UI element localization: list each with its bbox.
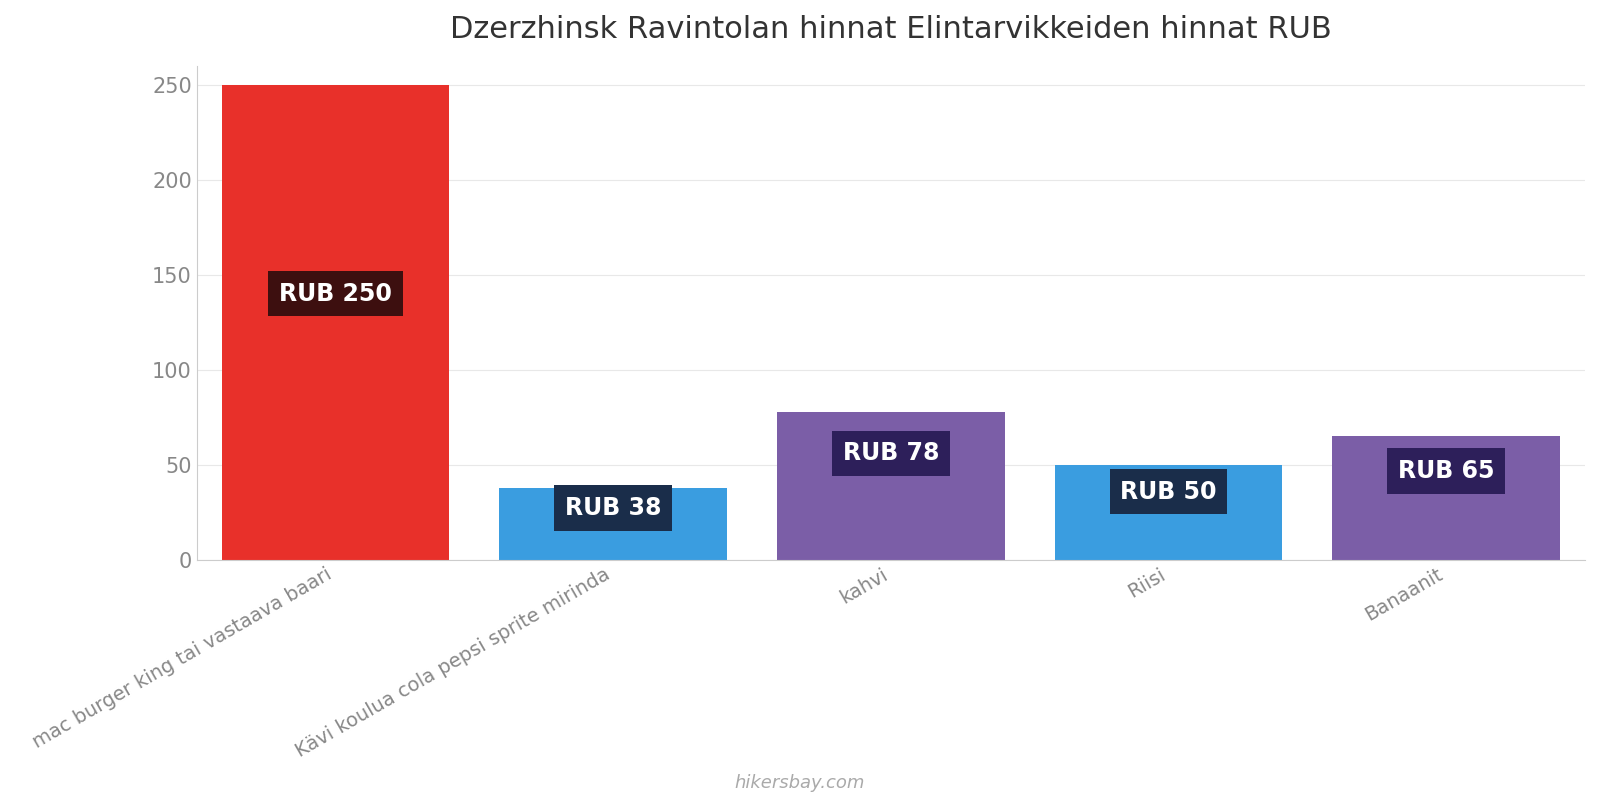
- Bar: [1333, 436, 1560, 560]
- Text: RUB 65: RUB 65: [1398, 459, 1494, 483]
- Bar: [778, 412, 1005, 560]
- Text: RUB 250: RUB 250: [278, 282, 392, 306]
- Title: Dzerzhinsk Ravintolan hinnat Elintarvikkeiden hinnat RUB: Dzerzhinsk Ravintolan hinnat Elintarvikk…: [450, 15, 1331, 44]
- Text: RUB 50: RUB 50: [1120, 479, 1216, 503]
- Bar: [1054, 465, 1282, 560]
- Text: hikersbay.com: hikersbay.com: [734, 774, 866, 792]
- Text: RUB 78: RUB 78: [843, 441, 939, 465]
- Bar: [222, 85, 450, 560]
- Bar: [499, 488, 726, 560]
- Text: RUB 38: RUB 38: [565, 496, 661, 520]
